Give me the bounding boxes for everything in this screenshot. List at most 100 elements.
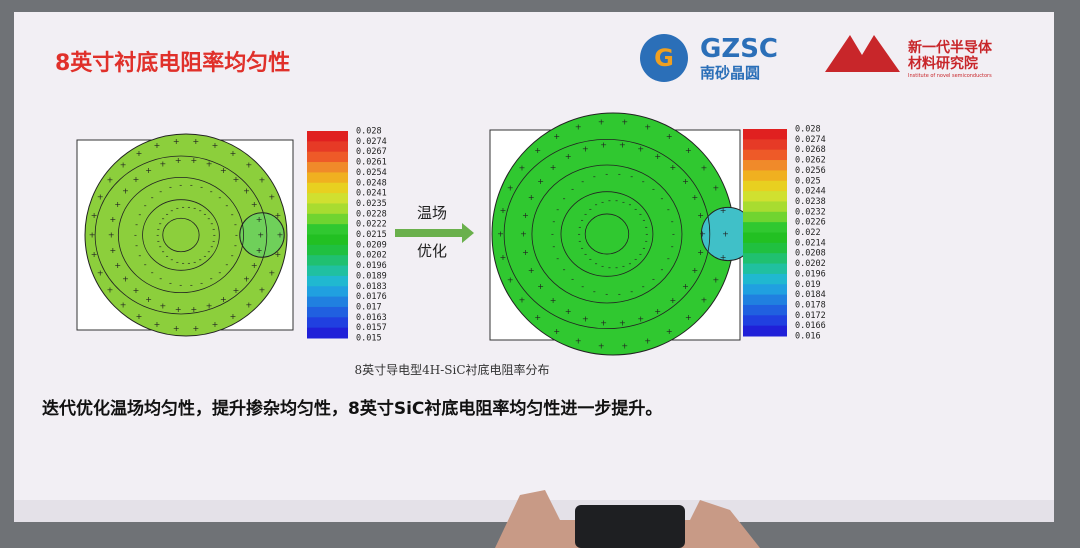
- marker: -: [156, 231, 159, 240]
- marker: +: [575, 122, 582, 131]
- marker: -: [581, 177, 584, 186]
- colorbar-label: 0.0157: [356, 323, 387, 333]
- marker: -: [642, 177, 645, 186]
- marker: +: [192, 137, 199, 146]
- color-segment: [307, 327, 348, 339]
- marker: +: [519, 296, 526, 305]
- colorbar-label: 0.0232: [795, 207, 826, 217]
- marker: +: [507, 184, 514, 193]
- marker: -: [212, 225, 215, 234]
- colorbar-label: 0.0274: [795, 135, 826, 145]
- marker: +: [682, 282, 689, 291]
- colorbar-label: 0.0166: [795, 321, 826, 331]
- marker: -: [593, 172, 596, 181]
- color-segment: [743, 149, 787, 161]
- marker: -: [634, 204, 637, 213]
- marker: -: [166, 252, 169, 261]
- color-segment: [307, 306, 348, 318]
- marker: +: [550, 296, 557, 305]
- colorbar-label: 0.0261: [356, 158, 387, 168]
- colorbar-label: 0.015: [356, 334, 382, 344]
- marker: -: [615, 263, 618, 272]
- marker: +: [275, 211, 282, 220]
- marker: -: [231, 210, 234, 219]
- marker: -: [581, 216, 584, 225]
- color-segment: [307, 224, 348, 235]
- colorbar-label: 0.0222: [356, 220, 387, 230]
- marker: +: [582, 144, 589, 153]
- marker: -: [179, 281, 182, 290]
- marker: +: [520, 230, 527, 239]
- marker: +: [682, 177, 689, 186]
- marker: -: [138, 251, 141, 260]
- marker: -: [199, 255, 202, 264]
- marker: +: [190, 305, 197, 314]
- marker: +: [701, 296, 708, 305]
- wafer: [491, 112, 735, 356]
- marker: -: [169, 279, 172, 288]
- marker: -: [190, 180, 193, 189]
- marker: -: [212, 236, 215, 245]
- colorbar-label: 0.0244: [795, 187, 826, 197]
- colorbar-label: 0.0178: [795, 300, 826, 310]
- contour: [560, 191, 654, 277]
- marker: -: [593, 287, 596, 296]
- marker: -: [595, 200, 598, 209]
- marker: -: [225, 260, 228, 269]
- marker: +: [259, 175, 266, 184]
- contour: [94, 155, 268, 315]
- colorbar-label: 0.017: [356, 302, 382, 312]
- marker: +: [522, 211, 529, 220]
- marker: +: [120, 161, 127, 170]
- marker: -: [618, 169, 621, 178]
- marker: +: [97, 269, 104, 278]
- marker: -: [176, 257, 179, 266]
- marker: +: [519, 163, 526, 172]
- marker: -: [170, 255, 173, 264]
- marker: -: [138, 210, 141, 219]
- marker: -: [188, 259, 191, 268]
- marker: -: [584, 249, 587, 258]
- marker: +: [507, 275, 514, 284]
- color-segment: [743, 139, 787, 151]
- color-segment: [307, 234, 348, 246]
- color-segment: [743, 222, 787, 233]
- marker: +: [553, 327, 560, 336]
- colorbar-label: 0.028: [356, 127, 382, 137]
- marker: +: [550, 163, 557, 172]
- colorbar-label: 0.0274: [356, 137, 387, 147]
- marker: -: [182, 259, 185, 268]
- colorbar-label: 0.0172: [795, 311, 826, 321]
- marker: +: [670, 163, 677, 172]
- marker: -: [218, 268, 221, 277]
- marker: -: [210, 242, 213, 251]
- color-segment: [743, 211, 787, 223]
- marker: +: [666, 132, 673, 141]
- marker: -: [605, 290, 608, 299]
- marker: +: [173, 324, 180, 333]
- marker: -: [188, 202, 191, 211]
- colorbar-label: 0.0214: [795, 238, 826, 248]
- marker: -: [225, 201, 228, 210]
- marker: -: [571, 274, 574, 283]
- marker: -: [571, 185, 574, 194]
- marker: -: [552, 242, 555, 251]
- colorbar-label: 0.0267: [356, 147, 387, 157]
- color-segment: [307, 203, 348, 215]
- colorbar-label: 0.0209: [356, 240, 387, 250]
- color-segment: [307, 244, 348, 256]
- logo-institute-english: Institute of novel semiconductors: [908, 73, 992, 79]
- contour: [531, 164, 683, 304]
- marker: -: [661, 194, 664, 203]
- marker: +: [565, 152, 572, 161]
- marker: +: [670, 296, 677, 305]
- marker: +: [685, 146, 692, 155]
- color-segment: [743, 191, 787, 202]
- colorbar-label: 0.0248: [356, 178, 387, 188]
- marker: +: [114, 200, 121, 209]
- marker: +: [243, 274, 250, 283]
- marker: +: [637, 144, 644, 153]
- conclusion: 迭代优化温场均匀性，提升掺杂均匀性，8英寸SiC衬底电阻率均匀性进一步提升。: [42, 398, 662, 419]
- marker: +: [230, 149, 237, 158]
